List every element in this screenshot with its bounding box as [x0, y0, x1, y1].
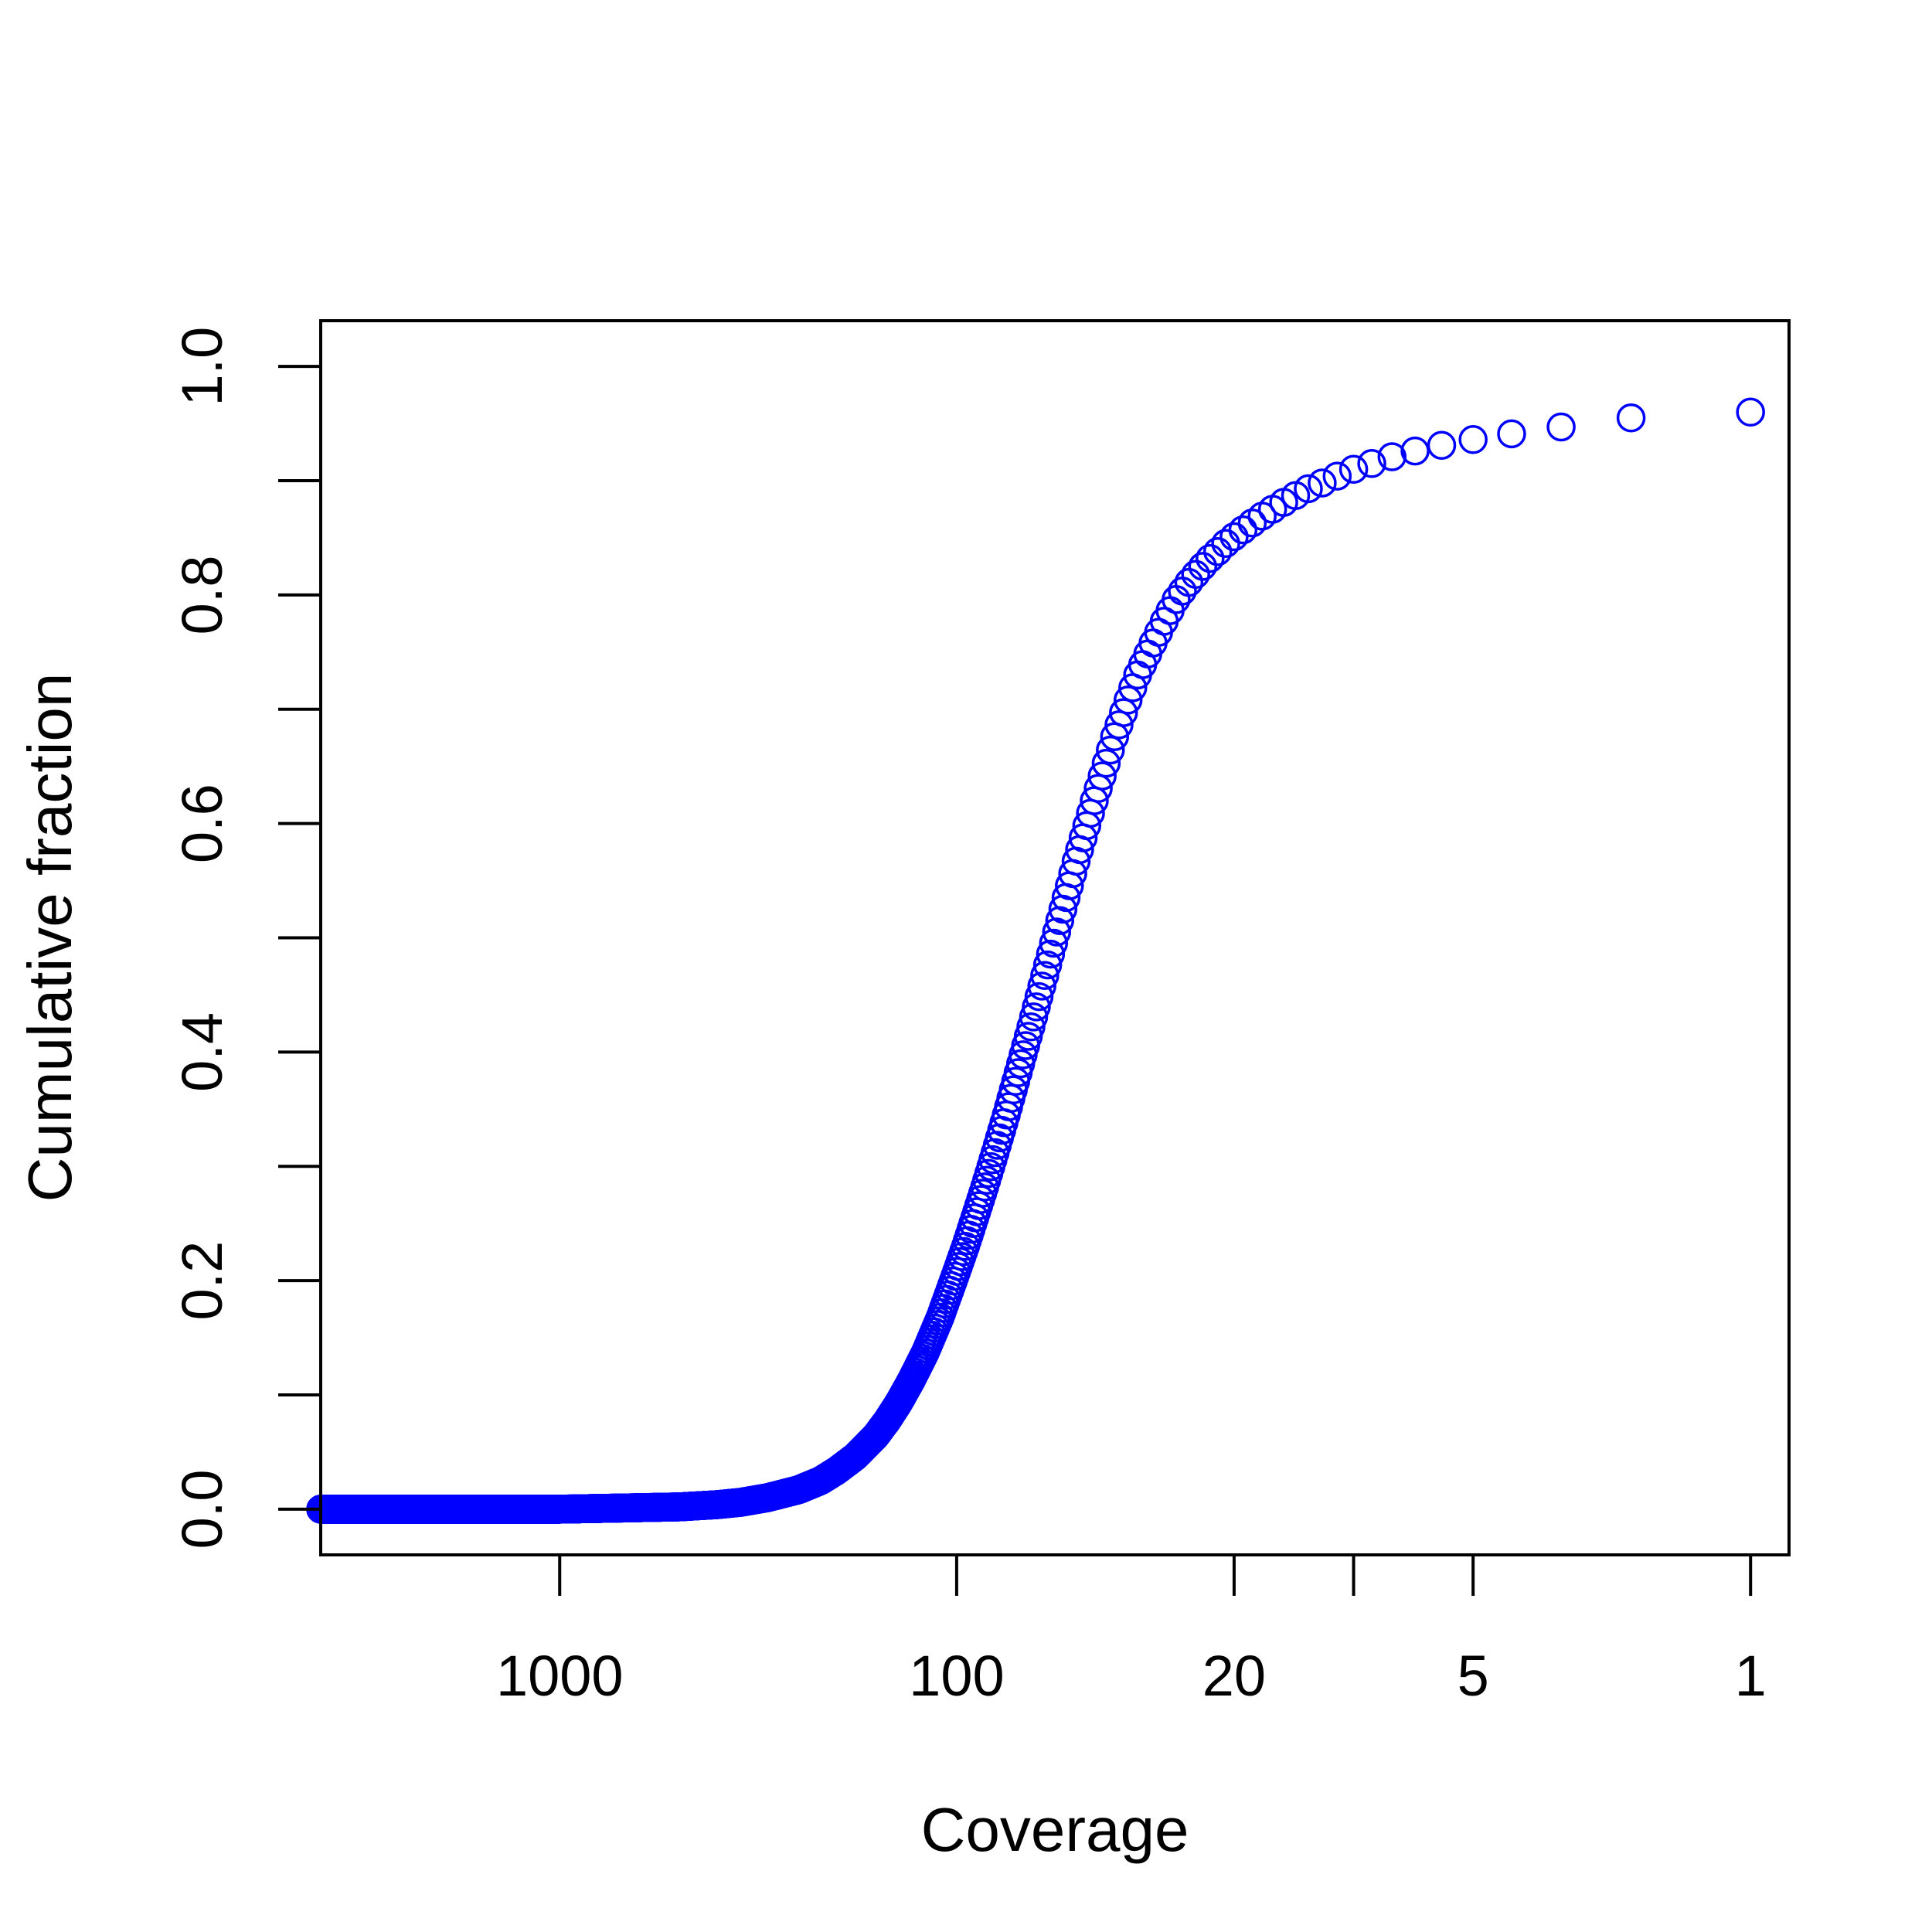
- data-point: [1400, 436, 1430, 466]
- data-point: [1427, 430, 1457, 460]
- y-tick-label: 1.0: [170, 327, 234, 406]
- data-point: [1736, 397, 1765, 427]
- data-point: [1497, 419, 1526, 449]
- data-point: [1009, 1040, 1038, 1070]
- data-point: [1616, 403, 1646, 433]
- data-point: [1168, 577, 1197, 606]
- y-tick-label: 0.4: [170, 1012, 234, 1092]
- y-axis: 0.0 0.2 0.4 0.6 0.8 1.0: [170, 327, 322, 1549]
- data-point: [1188, 552, 1218, 581]
- plot-frame: [319, 319, 1791, 1556]
- x-axis-title: Coverage: [921, 1795, 1189, 1864]
- data-point: [1174, 567, 1204, 597]
- x-tick-label: 1000: [496, 1644, 624, 1708]
- y-tick-label: 0.2: [170, 1241, 234, 1321]
- scatter-points: [306, 397, 1765, 1524]
- data-point: [1458, 425, 1488, 454]
- x-tick-label: 5: [1458, 1644, 1489, 1708]
- y-tick-label: 0.0: [170, 1469, 234, 1549]
- data-point: [1546, 412, 1576, 442]
- data-point: [1005, 1049, 1036, 1079]
- data-point: [1322, 461, 1352, 491]
- data-point: [1211, 529, 1240, 559]
- x-tick-label: 1: [1735, 1644, 1767, 1708]
- data-point: [1181, 560, 1210, 590]
- y-tick-label: 0.8: [170, 555, 234, 634]
- data-point: [1003, 1058, 1033, 1087]
- data-point: [1202, 536, 1233, 566]
- x-tick-label: 100: [909, 1644, 1004, 1708]
- data-point: [1228, 515, 1258, 545]
- y-axis-title: Cumulative fraction: [15, 673, 84, 1202]
- x-tick-label: 20: [1202, 1644, 1266, 1708]
- data-point: [1219, 522, 1249, 552]
- y-tick-label: 0.6: [170, 784, 234, 863]
- x-axis: 1000 100 20 5 1: [496, 1555, 1767, 1708]
- data-point: [1196, 543, 1225, 573]
- data-point: [1338, 454, 1369, 484]
